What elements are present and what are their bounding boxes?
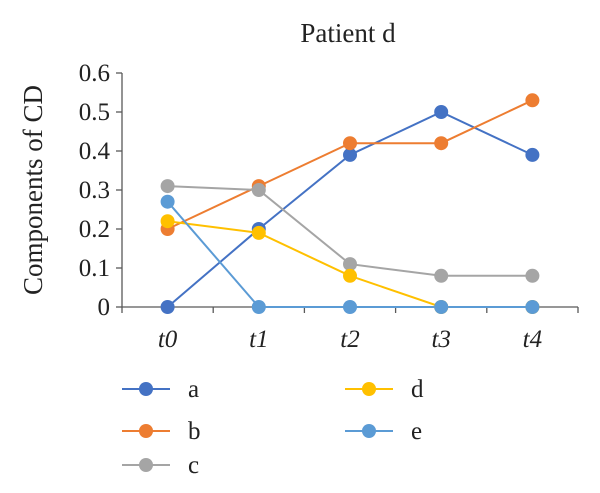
data-point-a	[525, 147, 540, 162]
legend-label-d: d	[411, 376, 424, 403]
data-point-c	[251, 183, 266, 197]
data-point-d	[251, 225, 266, 240]
legend-marker-b	[139, 424, 153, 438]
y-tick-label: 0.3	[79, 177, 110, 204]
series-markers	[160, 93, 540, 314]
series-line-b	[167, 99, 533, 230]
legend-entry-d: d	[345, 376, 424, 403]
legend: abc de	[122, 376, 424, 479]
y-tick-label: 0.5	[79, 99, 110, 126]
data-point-a	[343, 147, 357, 162]
legend-label-a: a	[188, 376, 199, 403]
y-tick-label: 0.2	[79, 216, 110, 243]
legend-marker-c	[139, 458, 153, 472]
legend-entry-e: e	[345, 418, 422, 445]
data-point-e	[525, 300, 540, 314]
x-tick-label: t0	[158, 326, 178, 353]
legend-label-e: e	[411, 418, 422, 445]
data-point-b	[434, 136, 449, 151]
data-point-b	[525, 93, 540, 108]
legend-marker-e	[362, 424, 376, 438]
x-tick-label: t1	[249, 326, 268, 353]
data-point-d	[160, 214, 175, 229]
x-tick-label: t3	[431, 326, 450, 353]
legend-entry-c: c	[122, 452, 199, 479]
legend-label-b: b	[188, 418, 201, 445]
x-tick-label: t4	[523, 326, 542, 353]
legend-marker-a	[139, 382, 153, 396]
y-tick-label: 0.6	[79, 60, 110, 87]
data-point-c	[160, 179, 175, 194]
data-point-e	[251, 300, 266, 314]
chart-title: Patient d	[300, 18, 396, 48]
data-point-e	[343, 300, 357, 314]
axes: 0 0.1 0.2 0.3 0.4 0.5 0.6 t0 t1 t2 t3 t4	[79, 60, 579, 353]
data-point-e	[434, 300, 449, 314]
legend-entry-a: a	[122, 376, 199, 403]
y-axis-label: Components of CD	[18, 85, 48, 295]
data-point-c	[525, 268, 540, 283]
data-point-d	[343, 268, 357, 283]
data-point-a	[160, 300, 175, 314]
series-line-e	[166, 201, 533, 308]
data-point-c	[343, 257, 357, 272]
data-point-b	[343, 136, 357, 151]
legend-marker-d	[362, 382, 376, 396]
legend-label-c: c	[188, 452, 199, 479]
data-point-a	[434, 105, 449, 119]
y-tick-label: 0.4	[79, 138, 111, 165]
y-tick-label: 0	[98, 294, 111, 321]
y-tick-label: 0.1	[79, 255, 110, 282]
data-point-c	[434, 268, 449, 283]
x-tick-label: t2	[340, 326, 359, 353]
data-point-e	[160, 194, 175, 209]
legend-entry-b: b	[122, 418, 201, 445]
